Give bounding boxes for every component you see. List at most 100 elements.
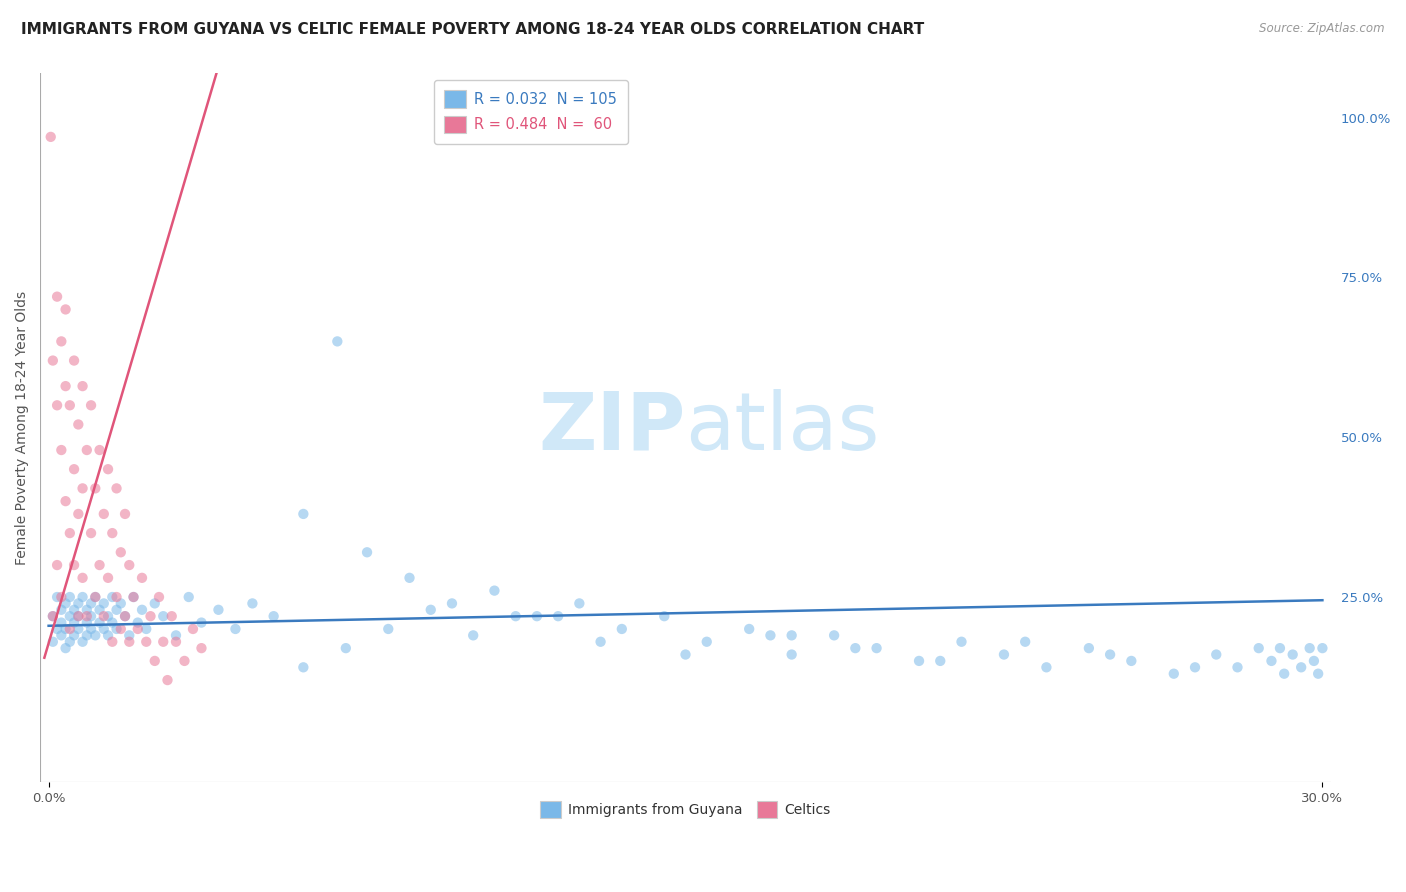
Point [950, 634, 973, 648]
Point [505, 609, 527, 624]
Point [1303, 654, 1326, 668]
Point [80, 622, 103, 636]
Point [131, 571, 153, 585]
Point [46, 622, 69, 636]
Point [101, 615, 124, 630]
Point [42, 609, 65, 624]
Point [42, 609, 65, 624]
Y-axis label: Female Poverty Among 18-24 Year Olds: Female Poverty Among 18-24 Year Olds [15, 291, 30, 565]
Point [55, 641, 77, 656]
Point [67, 596, 90, 610]
Point [84, 590, 107, 604]
Point [42, 634, 65, 648]
Point [152, 634, 174, 648]
Point [1121, 654, 1143, 668]
Point [398, 571, 420, 585]
Point [67, 417, 90, 432]
Point [1298, 641, 1320, 656]
Point [292, 507, 315, 521]
Point [72, 590, 94, 604]
Point [696, 634, 718, 648]
Point [377, 622, 399, 636]
Point [80, 526, 103, 541]
Point [89, 443, 111, 458]
Point [59, 609, 82, 624]
Point [59, 526, 82, 541]
Point [63, 558, 86, 572]
Point [190, 641, 212, 656]
Point [105, 603, 128, 617]
Point [152, 609, 174, 624]
Point [1205, 648, 1227, 662]
Text: IMMIGRANTS FROM GUYANA VS CELTIC FEMALE POVERTY AMONG 18-24 YEAR OLDS CORRELATIO: IMMIGRANTS FROM GUYANA VS CELTIC FEMALE … [21, 22, 924, 37]
Point [207, 603, 229, 617]
Point [118, 558, 141, 572]
Point [929, 654, 952, 668]
Point [59, 398, 82, 412]
Point [1272, 666, 1295, 681]
Point [1035, 660, 1057, 674]
Point [101, 590, 124, 604]
Point [80, 609, 103, 624]
Point [76, 615, 98, 630]
Point [93, 622, 115, 636]
Point [865, 641, 887, 656]
Point [143, 596, 166, 610]
Point [67, 507, 90, 521]
Point [63, 603, 86, 617]
Point [356, 545, 378, 559]
Point [1163, 666, 1185, 681]
Point [419, 603, 441, 617]
Point [1226, 660, 1249, 674]
Point [72, 571, 94, 585]
Point [76, 443, 98, 458]
Point [89, 603, 111, 617]
Point [993, 648, 1015, 662]
Point [292, 660, 315, 674]
Point [738, 622, 761, 636]
Point [780, 648, 803, 662]
Point [165, 634, 187, 648]
Point [908, 654, 931, 668]
Point [72, 482, 94, 496]
Point [326, 334, 349, 349]
Point [652, 609, 675, 624]
Point [190, 615, 212, 630]
Point [89, 558, 111, 572]
Point [84, 482, 107, 496]
Point [55, 302, 77, 317]
Point [101, 526, 124, 541]
Point [1014, 634, 1036, 648]
Point [156, 673, 179, 687]
Point [51, 628, 73, 642]
Point [224, 622, 246, 636]
Point [177, 590, 200, 604]
Point [110, 545, 132, 559]
Point [80, 398, 103, 412]
Point [84, 590, 107, 604]
Point [114, 507, 136, 521]
Point [484, 583, 506, 598]
Point [51, 590, 73, 604]
Point [335, 641, 357, 656]
Point [93, 596, 115, 610]
Point [55, 622, 77, 636]
Point [46, 398, 69, 412]
Point [93, 507, 115, 521]
Point [55, 596, 77, 610]
Point [93, 609, 115, 624]
Point [63, 462, 86, 476]
Point [110, 596, 132, 610]
Point [76, 603, 98, 617]
Point [39, 129, 62, 144]
Point [148, 590, 170, 604]
Point [122, 590, 145, 604]
Point [160, 609, 183, 624]
Point [114, 609, 136, 624]
Point [59, 622, 82, 636]
Point [118, 628, 141, 642]
Point [1260, 654, 1282, 668]
Point [51, 334, 73, 349]
Point [165, 628, 187, 642]
Point [59, 634, 82, 648]
